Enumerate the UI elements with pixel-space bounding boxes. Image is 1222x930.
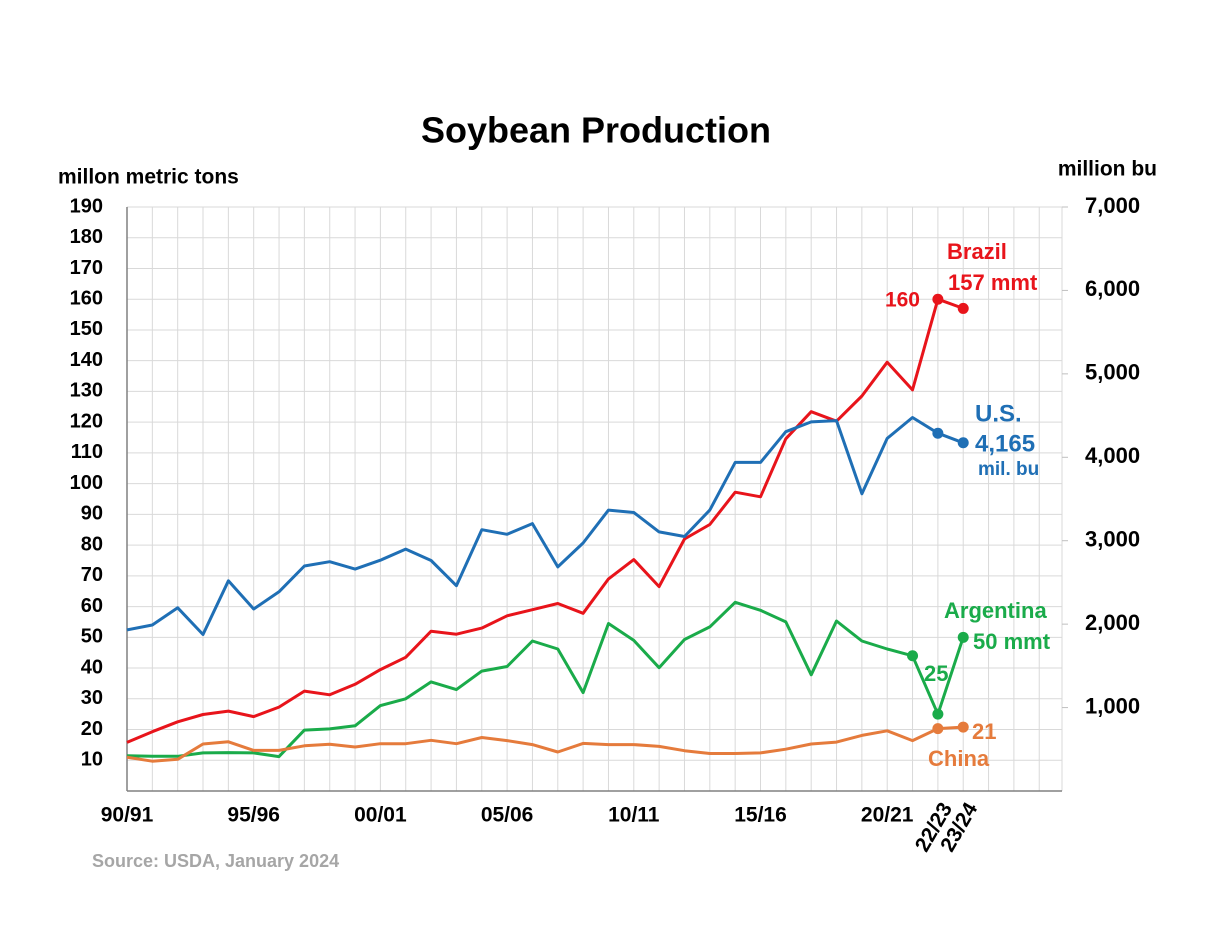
y2-tick-label: 5,000: [1085, 360, 1140, 385]
annotation: 50 mmt: [973, 629, 1051, 654]
series-label: Argentina: [944, 598, 1047, 623]
y2-tick-label: 7,000: [1085, 193, 1140, 218]
y2-tick-label: 6,000: [1085, 276, 1140, 301]
annotation: 160: [885, 289, 920, 312]
x-tick-label: 90/91: [101, 804, 154, 827]
y-tick-label: 160: [70, 287, 103, 309]
y2-tick-label: 2,000: [1085, 610, 1140, 635]
series-label: China: [928, 746, 990, 771]
y-tick-label: 10: [81, 749, 103, 771]
annotation: mil. bu: [978, 459, 1039, 480]
x-tick-label: 15/16: [734, 804, 787, 827]
y-tick-label: 180: [70, 226, 103, 248]
series-line: [126, 725, 964, 763]
x-tick-label: 10/11: [608, 804, 660, 827]
y-tick-label: 130: [70, 380, 103, 402]
y-tick-label: 100: [70, 472, 103, 494]
y-tick-label: 90: [81, 503, 103, 525]
series-line: [126, 297, 964, 744]
x-tick-label: 95/96: [227, 804, 280, 827]
y-tick-label: 190: [70, 195, 103, 217]
series-label: Brazil: [947, 239, 1007, 264]
annotation: 21: [972, 719, 996, 744]
y-tick-label: 20: [81, 718, 103, 740]
y-tick-label: 50: [81, 626, 103, 648]
y-tick-label: 140: [70, 349, 103, 371]
series-line: [126, 416, 964, 636]
y-tick-label: 120: [70, 410, 103, 432]
annotation: 25: [924, 661, 948, 686]
series-marker: [932, 293, 944, 305]
y-tick-label: 80: [81, 533, 103, 555]
y2-tick-label: 1,000: [1085, 693, 1140, 718]
chart-title: Soybean Production: [421, 110, 771, 151]
series-marker: [957, 721, 969, 733]
y2-tick-label: 4,000: [1085, 443, 1140, 468]
y-tick-label: 150: [70, 318, 103, 340]
y-tick-label: 30: [81, 687, 103, 709]
y-tick-label: 170: [70, 257, 103, 279]
y-tick-label: 60: [81, 595, 103, 617]
y2-tick-label: 3,000: [1085, 527, 1140, 552]
series-marker: [932, 708, 944, 720]
series-marker: [957, 437, 969, 449]
y-tick-label: 110: [71, 441, 103, 463]
series-marker: [907, 650, 919, 662]
x-tick-label: 00/01: [354, 804, 407, 827]
source-note: Source: USDA, January 2024: [92, 851, 339, 871]
series-label: U.S.: [975, 400, 1022, 427]
x-tick-label: 05/06: [481, 804, 534, 827]
series-marker: [957, 302, 969, 314]
series-marker: [932, 427, 944, 439]
series-marker: [932, 723, 944, 735]
annotation: 4,165: [975, 430, 1035, 457]
annotation: 157 mmt: [948, 270, 1038, 295]
y-tick-label: 70: [81, 564, 103, 586]
x-tick-label: 20/21: [861, 804, 914, 827]
y-tick-label: 40: [81, 656, 103, 678]
series-marker: [957, 631, 969, 643]
series-line: [126, 600, 965, 759]
y2-axis-label: million bu: [1058, 158, 1157, 181]
y-axis-label: millon metric tons: [58, 166, 239, 189]
